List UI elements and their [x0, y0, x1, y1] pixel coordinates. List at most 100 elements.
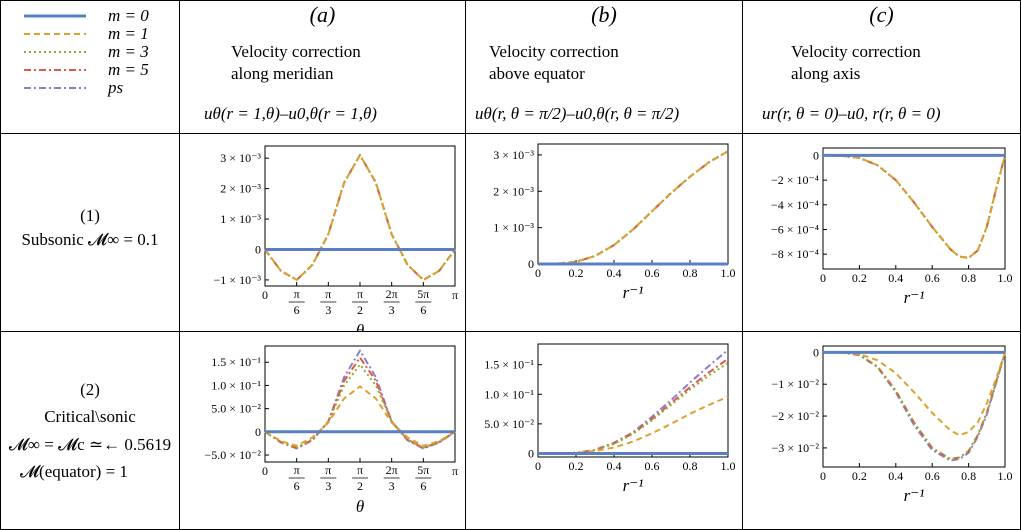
x-axis-label: r⁻¹: [623, 283, 644, 302]
x-tick-label: 0.6: [925, 469, 940, 483]
x-tick-label: 0.4: [888, 469, 903, 483]
x-tick-label: 0.4: [607, 266, 622, 280]
row-1-description: Subsonic 𝓜∞ = 0.1: [21, 230, 159, 249]
x-tick-label: 3: [389, 303, 395, 317]
y-tick-label: −2 × 10⁻²: [772, 409, 820, 423]
x-tick-label: 0.8: [961, 271, 976, 285]
table-divider: [465, 0, 466, 530]
row-2-mach-equator: 𝓜(equator) = 1: [20, 462, 128, 481]
plot-frame: [264, 145, 456, 287]
x-tick-label: 3: [389, 479, 395, 493]
y-tick-label: −1 × 10⁻²: [772, 377, 820, 391]
table-divider: [179, 0, 180, 530]
x-tick-label: π: [357, 287, 363, 301]
x-tick-label: 3: [325, 303, 331, 317]
x-tick-label: 0: [535, 266, 541, 280]
y-tick-label: 3 × 10⁻³: [493, 148, 534, 162]
column-a-title-line2: along meridian: [231, 64, 334, 83]
table-border: [0, 0, 1021, 1]
y-tick-label: 0: [813, 148, 819, 162]
series-line-1: [538, 395, 729, 455]
x-axis-label: r⁻¹: [623, 476, 644, 495]
x-tick-label: 6: [294, 303, 300, 317]
y-tick-label: −2 × 10⁻⁴: [771, 173, 819, 187]
series-line-4: [823, 351, 1006, 462]
plot-frame: [537, 143, 729, 265]
x-tick-label: 1.0: [721, 459, 736, 473]
x-tick-label: 6: [420, 479, 426, 493]
y-tick-label: 1.0 × 10⁻¹: [484, 387, 534, 401]
series-line-3: [538, 357, 729, 455]
plot-2b: 1.5 × 10⁻¹ 1.0 × 10⁻¹ 5.0 × 10⁻² 00 0.2 0.4 0.…: [484, 343, 736, 495]
series-line-4: [264, 154, 456, 281]
column-c-title-line2: along axis: [791, 64, 861, 83]
x-tick-label: π: [452, 288, 458, 302]
series-line-4: [538, 349, 729, 455]
x-tick-label: 6: [294, 479, 300, 493]
column-c-letter: (c): [869, 2, 894, 27]
x-tick-label: 0.2: [852, 469, 867, 483]
y-tick-label: −4 × 10⁻⁴: [771, 198, 819, 212]
row-1-number: (1): [80, 206, 100, 225]
x-tick-label: 2: [357, 303, 363, 317]
x-tick-label: 0.6: [645, 266, 660, 280]
x-tick-label: 2π: [386, 287, 398, 301]
x-tick-label: 3: [325, 479, 331, 493]
row-2-number: (2): [80, 380, 100, 399]
x-tick-label: 0.4: [607, 459, 622, 473]
column-b-title-line1: Velocity correction: [489, 42, 619, 61]
series-line-4: [264, 349, 456, 450]
x-tick-label: π: [325, 463, 331, 477]
y-tick-label: 0: [528, 257, 534, 271]
x-tick-label: 5π: [417, 463, 429, 477]
y-tick-label: 2 × 10⁻³: [493, 184, 534, 198]
x-tick-label: 0.6: [925, 271, 940, 285]
plot-1a: 3 × 10⁻³2 × 10⁻³1 × 10⁻³0−1 × 10⁻³0 π6π3π…: [214, 145, 458, 331]
x-tick-label: π: [325, 287, 331, 301]
legend-label-0: m = 0: [108, 6, 149, 25]
y-tick-label: 2 × 10⁻³: [220, 182, 261, 196]
y-tick-label: 5.0 × 10⁻²: [211, 402, 261, 416]
x-tick-label: 1.0: [998, 271, 1013, 285]
series-line-2: [822, 154, 1006, 259]
series-line-2: [823, 351, 1006, 460]
x-tick-label: 0: [820, 469, 826, 483]
legend-label-3: m = 5: [108, 60, 149, 79]
y-tick-label: 1.0 × 10⁻¹: [211, 378, 261, 392]
plot-frame: [822, 147, 1006, 270]
legend-label-4: ps: [108, 78, 124, 97]
series-line-1: [264, 154, 456, 281]
x-tick-label: 2π: [386, 463, 398, 477]
x-tick-label: 0: [262, 464, 268, 478]
x-tick-label: 6: [420, 303, 426, 317]
x-tick-label: 1.0: [998, 469, 1013, 483]
x-tick-label: 0: [262, 288, 268, 302]
series-line-3: [822, 154, 1006, 259]
legend-label-2: m = 3: [108, 42, 149, 61]
plot-1b: 3 × 10⁻³ 2 × 10⁻³ 1 × 10⁻³ 00 0.2 0.4 0.6 0.8 1.…: [493, 143, 736, 302]
x-tick-label: 5π: [417, 287, 429, 301]
y-tick-label: 1 × 10⁻³: [220, 212, 261, 226]
y-tick-label: 0: [255, 425, 261, 439]
x-tick-label: 0.8: [961, 469, 976, 483]
x-axis-label: θ: [356, 497, 364, 516]
table-border: [0, 0, 1, 530]
y-tick-label: 1.5 × 10⁻¹: [484, 358, 534, 372]
series-line-1: [823, 351, 1006, 437]
x-tick-label: π: [452, 464, 458, 478]
y-tick-label: 1 × 10⁻³: [493, 221, 534, 235]
series-line-1: [264, 385, 456, 447]
x-tick-label: 0.2: [852, 271, 867, 285]
x-axis-label: r⁻¹: [904, 486, 925, 505]
series-line-3: [264, 356, 456, 450]
series-line-2: [264, 363, 456, 449]
column-a-equation: uθ(r = 1,θ)–u0,θ(r = 1,θ): [204, 104, 377, 123]
y-tick-label: 1.5 × 10⁻¹: [211, 355, 261, 369]
table-divider: [0, 331, 1021, 332]
row-2-description: Critical\sonic: [44, 407, 136, 426]
plot-1c: 0−2 × 10⁻⁴−4 × 10⁻⁴−6 × 10⁻⁴−8 × 10⁻⁴0 0.…: [771, 147, 1013, 307]
x-tick-label: 0: [820, 271, 826, 285]
column-b-letter: (b): [591, 2, 617, 27]
row-2-mach-critical: 𝓜∞ = 𝓜c ≃← 0.5619: [8, 435, 172, 454]
